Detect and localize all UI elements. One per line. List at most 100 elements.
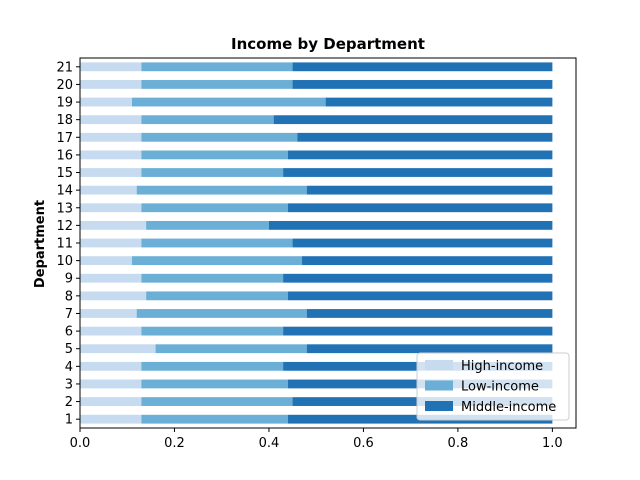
bar-high-income-dept-3 bbox=[80, 379, 142, 389]
y-tick-label: 13 bbox=[56, 201, 73, 216]
bar-high-income-dept-1 bbox=[80, 414, 142, 424]
y-tick-label: 15 bbox=[56, 166, 73, 181]
legend-label-middle-income: Middle-income bbox=[461, 400, 556, 415]
axes-layer: 0.0 0.2 0.4 0.6 0.8 1.01234567891011121314151… bbox=[56, 57, 577, 451]
bar-high-income-dept-18 bbox=[80, 115, 142, 125]
y-tick-label: 18 bbox=[56, 113, 73, 128]
bar-middle-income-dept-13 bbox=[287, 203, 553, 213]
bar-high-income-dept-8 bbox=[80, 291, 147, 301]
bar-middle-income-dept-10 bbox=[302, 256, 553, 266]
x-tick-label: 0.6 bbox=[353, 436, 374, 451]
bar-middle-income-dept-11 bbox=[292, 238, 553, 248]
bar-low-income-dept-2 bbox=[141, 397, 293, 406]
bar-high-income-dept-17 bbox=[80, 132, 142, 142]
bar-high-income-dept-12 bbox=[80, 220, 147, 230]
y-tick-label: 4 bbox=[65, 360, 73, 375]
y-axis-label: Department bbox=[33, 200, 48, 288]
bar-middle-income-dept-21 bbox=[292, 62, 553, 72]
bar-high-income-dept-2 bbox=[80, 397, 142, 406]
bar-high-income-dept-21 bbox=[80, 62, 142, 72]
bar-high-income-dept-16 bbox=[80, 150, 142, 160]
x-tick-label: 0.8 bbox=[448, 436, 469, 451]
bar-high-income-dept-9 bbox=[80, 273, 142, 283]
y-tick-label: 20 bbox=[56, 78, 73, 93]
bar-middle-income-dept-18 bbox=[273, 115, 553, 125]
bar-low-income-dept-12 bbox=[146, 220, 269, 230]
y-tick-label: 19 bbox=[56, 96, 73, 111]
x-tick-label: 0.0 bbox=[70, 436, 91, 451]
bar-low-income-dept-13 bbox=[141, 203, 288, 213]
bar-high-income-dept-10 bbox=[80, 256, 132, 266]
y-tick-label: 5 bbox=[65, 342, 73, 357]
bar-high-income-dept-4 bbox=[80, 361, 142, 371]
y-tick-label: 16 bbox=[56, 148, 73, 163]
bar-middle-income-dept-5 bbox=[306, 344, 553, 354]
legend-swatch-middle-income bbox=[425, 401, 453, 411]
bar-low-income-dept-11 bbox=[141, 238, 293, 248]
y-tick-label: 17 bbox=[56, 131, 73, 146]
bar-low-income-dept-14 bbox=[136, 185, 307, 195]
bars-layer bbox=[80, 62, 553, 424]
x-tick-label: 0.4 bbox=[259, 436, 280, 451]
bar-middle-income-dept-16 bbox=[287, 150, 553, 160]
bar-low-income-dept-1 bbox=[141, 414, 288, 424]
y-tick-label: 12 bbox=[56, 219, 73, 234]
bar-low-income-dept-3 bbox=[141, 379, 288, 389]
bar-middle-income-dept-12 bbox=[268, 220, 553, 230]
bar-low-income-dept-6 bbox=[141, 326, 284, 336]
bar-middle-income-dept-9 bbox=[283, 273, 553, 283]
bar-low-income-dept-5 bbox=[155, 344, 307, 354]
bar-high-income-dept-19 bbox=[80, 97, 132, 107]
y-tick-label: 21 bbox=[56, 60, 73, 75]
bar-high-income-dept-7 bbox=[80, 309, 137, 318]
bar-low-income-dept-17 bbox=[141, 132, 298, 142]
bar-low-income-dept-8 bbox=[146, 291, 288, 301]
bar-low-income-dept-20 bbox=[141, 80, 293, 89]
bar-low-income-dept-21 bbox=[141, 62, 293, 72]
bar-middle-income-dept-14 bbox=[306, 185, 553, 195]
bar-middle-income-dept-15 bbox=[283, 168, 553, 177]
bar-high-income-dept-6 bbox=[80, 326, 142, 336]
bar-low-income-dept-4 bbox=[141, 361, 284, 371]
bar-low-income-dept-18 bbox=[141, 115, 274, 125]
bar-low-income-dept-9 bbox=[141, 273, 284, 283]
legend-label-low-income: Low-income bbox=[461, 380, 539, 395]
bar-high-income-dept-20 bbox=[80, 80, 142, 89]
bar-high-income-dept-5 bbox=[80, 344, 156, 354]
x-tick-label: 1.0 bbox=[542, 436, 563, 451]
legend-box bbox=[416, 352, 570, 421]
y-tick-label: 7 bbox=[65, 307, 73, 322]
bar-low-income-dept-16 bbox=[141, 150, 288, 160]
legend: High-income Low-income Middle-income bbox=[416, 352, 570, 421]
legend-swatch-low-income bbox=[425, 380, 453, 391]
bar-middle-income-dept-17 bbox=[297, 132, 553, 142]
bar-middle-income-dept-8 bbox=[287, 291, 553, 301]
legend-swatch-high-income bbox=[425, 360, 453, 370]
bar-low-income-dept-7 bbox=[136, 309, 307, 318]
bar-middle-income-dept-7 bbox=[306, 309, 553, 318]
y-tick-label: 8 bbox=[65, 289, 73, 304]
bar-middle-income-dept-19 bbox=[325, 97, 553, 107]
y-tick-label: 10 bbox=[56, 254, 73, 269]
y-tick-label: 9 bbox=[65, 272, 73, 287]
legend-label-high-income: High-income bbox=[461, 359, 543, 374]
bar-high-income-dept-14 bbox=[80, 185, 137, 195]
y-tick-label: 14 bbox=[56, 184, 73, 199]
y-tick-label: 11 bbox=[56, 237, 73, 252]
chart-title: Income by Department bbox=[231, 35, 425, 53]
bar-high-income-dept-15 bbox=[80, 168, 142, 177]
y-tick-label: 6 bbox=[65, 325, 73, 340]
bar-middle-income-dept-20 bbox=[292, 80, 553, 89]
bar-low-income-dept-15 bbox=[141, 168, 284, 177]
bar-low-income-dept-10 bbox=[131, 256, 303, 266]
bar-middle-income-dept-6 bbox=[283, 326, 553, 336]
y-tick-label: 3 bbox=[65, 377, 73, 392]
x-tick-label: 0.2 bbox=[164, 436, 185, 451]
y-tick-label: 1 bbox=[65, 413, 73, 428]
bar-high-income-dept-13 bbox=[80, 203, 142, 213]
y-tick-label: 2 bbox=[65, 395, 73, 410]
bar-high-income-dept-11 bbox=[80, 238, 142, 248]
bar-low-income-dept-19 bbox=[131, 97, 326, 107]
